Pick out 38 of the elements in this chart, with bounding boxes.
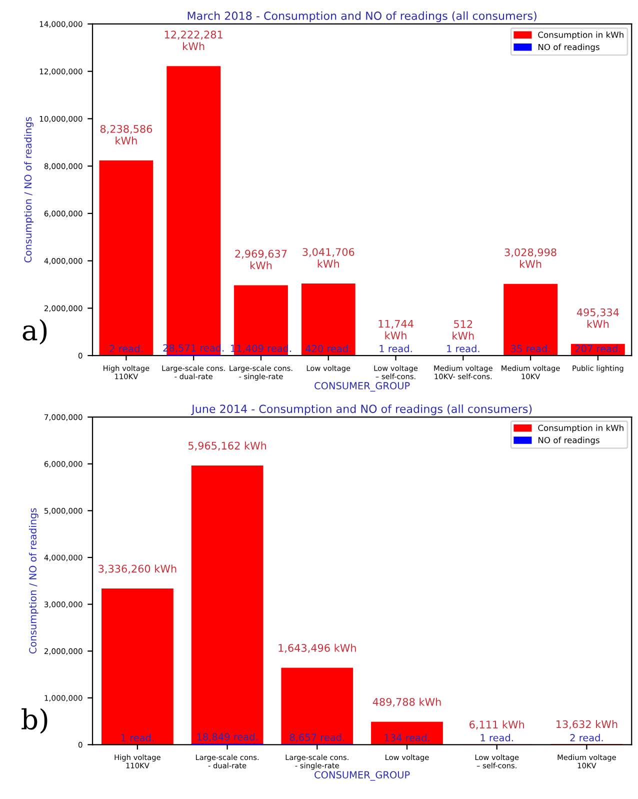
data-label: 420 read. xyxy=(306,344,351,352)
data-label: 35 read. xyxy=(511,344,550,352)
data-label: 3,041,706 kWh xyxy=(302,248,354,268)
legend-label: Consumption in kWh xyxy=(538,31,624,40)
data-label: 2,969,637 kWh xyxy=(235,250,287,270)
data-label: 1,643,496 kWh xyxy=(278,644,356,653)
x-axis-title: CONSUMER_GROUP xyxy=(314,382,410,392)
x-axis-title: CONSUMER_GROUP xyxy=(314,771,410,781)
data-label: 13,632 kWh xyxy=(556,720,618,730)
data-label: 1 read. xyxy=(480,734,513,742)
data-label: 134 read. xyxy=(384,734,430,742)
data-label: 18,849 read. xyxy=(197,732,258,742)
y-axis-title: Consumption / NO of readings xyxy=(24,117,34,262)
data-label: 1 read. xyxy=(380,344,412,352)
legend-label: Consumption in kWh xyxy=(538,424,624,433)
legend-label: NO of readings xyxy=(538,436,600,445)
data-label: 2 read. xyxy=(110,344,142,352)
chart-title: June 2014 - Consumption and NO of readings (all consumers) xyxy=(191,404,532,416)
data-label: 1 read. xyxy=(447,344,480,352)
data-label: 12,222,281 kWh xyxy=(164,30,222,50)
data-label: 512 kWh xyxy=(452,320,474,340)
data-label: 5,965,162 kWh xyxy=(188,442,266,451)
data-label: 3,336,260 kWh xyxy=(98,564,176,574)
y-axis-title: Consumption / NO of readings xyxy=(28,508,38,654)
text: b) xyxy=(22,708,48,734)
data-label: 8,657 read. xyxy=(290,733,344,742)
data-label: 489,788 kWh xyxy=(372,698,441,707)
legend-label: NO of readings xyxy=(538,44,600,52)
data-label: 8,238,586 kWh xyxy=(100,124,152,144)
data-label: 1 read. xyxy=(121,734,154,742)
data-label: 6,111 kWh xyxy=(470,720,524,730)
data-label: 3,028,998 kWh xyxy=(504,248,556,268)
data-label: 11,744 kWh xyxy=(378,320,414,340)
data-label: 2 read. xyxy=(570,734,603,742)
data-label: 495,334 kWh xyxy=(576,308,619,328)
data-label: 207 read. xyxy=(575,344,620,352)
chart-title: March 2018 - Consumption and NO of readings (all consumers) xyxy=(188,11,536,22)
text: a) xyxy=(22,319,47,345)
